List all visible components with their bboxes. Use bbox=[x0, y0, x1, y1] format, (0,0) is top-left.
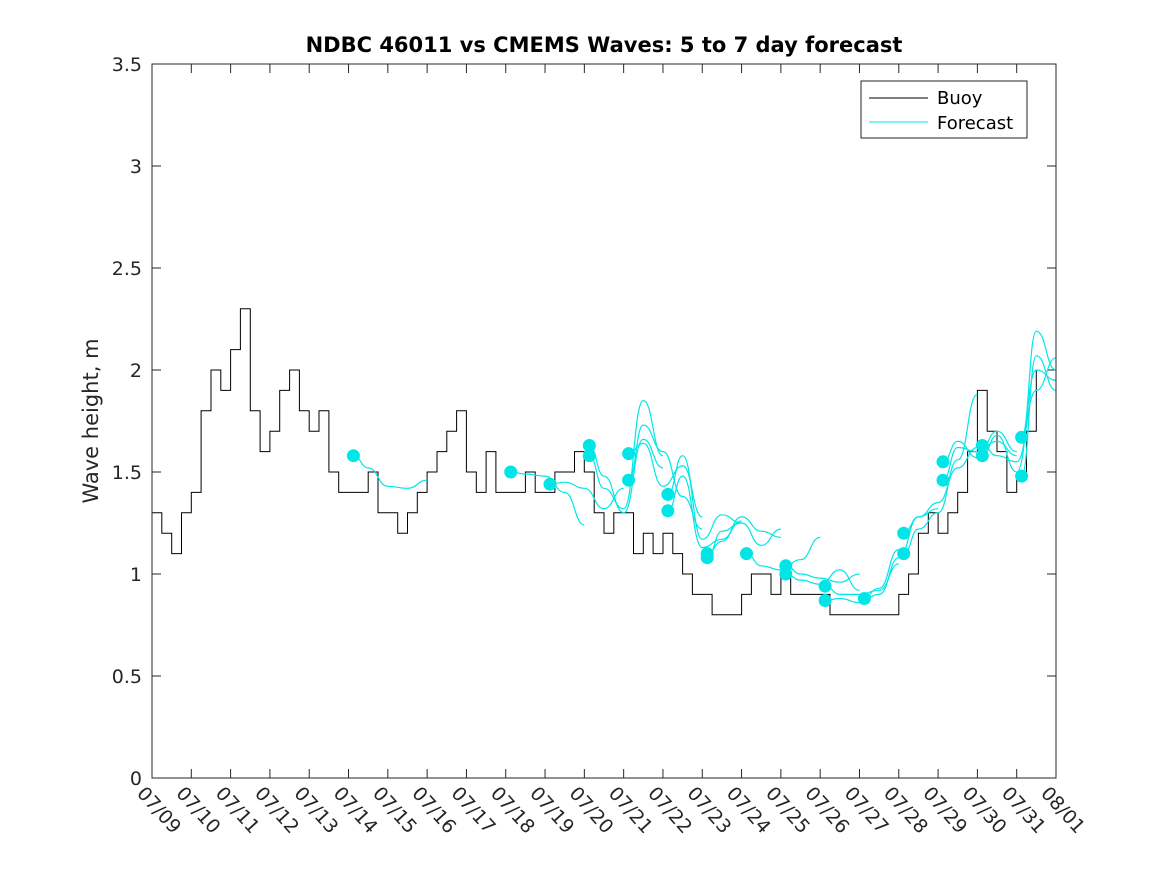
legend-box bbox=[860, 80, 1028, 139]
x-tick-label: 08/01 bbox=[1036, 783, 1089, 838]
forecast-run-line bbox=[589, 438, 664, 514]
forecast-start-marker bbox=[818, 594, 832, 607]
forecast-run-line bbox=[1021, 355, 1057, 477]
forecast-start-marker bbox=[661, 487, 675, 501]
forecast-run-line bbox=[589, 399, 664, 510]
forecast-run-line bbox=[982, 369, 1057, 473]
forecast-start-marker bbox=[897, 526, 911, 540]
y-tick-label: 2.5 bbox=[112, 258, 142, 280]
y-tick-label: 3 bbox=[130, 156, 142, 178]
forecast-start-marker bbox=[1015, 469, 1029, 483]
axes-box bbox=[151, 63, 1057, 779]
forecast-start-marker bbox=[936, 473, 950, 487]
forecast-start-marker bbox=[897, 547, 911, 561]
forecast-run-line bbox=[353, 455, 428, 489]
buoy-line bbox=[152, 308, 1037, 616]
forecast-start-marker bbox=[346, 449, 360, 463]
forecast-run-line bbox=[628, 424, 703, 530]
forecast-run-line bbox=[1021, 330, 1057, 438]
forecast-run-line bbox=[785, 565, 860, 583]
y-tick-label: 0.5 bbox=[112, 666, 142, 688]
forecast-start-marker bbox=[504, 465, 518, 479]
forecast-start-marker bbox=[740, 547, 753, 561]
y-tick-label: 3.5 bbox=[112, 54, 142, 76]
axis-ticks bbox=[151, 63, 1057, 779]
forecast-run-line bbox=[903, 393, 978, 555]
forecast-run-line bbox=[706, 522, 781, 559]
buoy-series bbox=[152, 308, 1037, 616]
legend: Buoy Forecast bbox=[860, 80, 1028, 139]
forecast-start-marker bbox=[936, 455, 950, 469]
chart-title: NDBC 46011 vs CMEMS Waves: 5 to 7 day fo… bbox=[306, 33, 903, 57]
forecast-run-line bbox=[667, 455, 742, 540]
forecast-start-marker bbox=[582, 439, 596, 452]
forecast-start-marker bbox=[661, 504, 675, 518]
y-tick-labels: 0 0.5 1 1.5 2 2.5 3 3.5 bbox=[112, 54, 142, 790]
forecast-series bbox=[353, 330, 1057, 604]
forecast-start-marker bbox=[857, 592, 871, 605]
forecast-start-marker bbox=[543, 477, 557, 491]
forecast-start-marker bbox=[975, 449, 989, 463]
forecast-run-line bbox=[549, 481, 624, 510]
y-tick-label: 2 bbox=[130, 360, 142, 382]
forecast-start-marker bbox=[622, 447, 636, 461]
forecast-start-marker bbox=[582, 449, 596, 463]
legend-label-buoy: Buoy bbox=[937, 88, 983, 109]
forecast-start-marker bbox=[700, 551, 714, 565]
plot-area bbox=[152, 64, 1056, 778]
forecast-run-line bbox=[707, 516, 781, 555]
forecast-start-marker bbox=[779, 567, 793, 581]
x-tick-labels: 07/0907/1007/1107/1207/1307/1407/1507/16… bbox=[132, 783, 1089, 838]
forecast-run-line bbox=[982, 357, 1057, 463]
forecast-start-marker bbox=[975, 439, 989, 452]
forecast-run-line bbox=[903, 446, 978, 534]
y-tick-label: 1 bbox=[130, 564, 142, 586]
y-tick-label: 1.5 bbox=[112, 462, 142, 484]
y-axis-label: Wave height, m bbox=[79, 338, 103, 503]
forecast-start-marker bbox=[622, 473, 636, 487]
forecast-markers bbox=[346, 430, 1029, 607]
forecast-start-marker bbox=[818, 579, 832, 593]
legend-label-forecast: Forecast bbox=[937, 113, 1013, 134]
forecast-start-marker bbox=[1015, 430, 1029, 444]
forecast-run-line bbox=[510, 471, 585, 526]
y-tick-label: 0 bbox=[130, 768, 142, 790]
